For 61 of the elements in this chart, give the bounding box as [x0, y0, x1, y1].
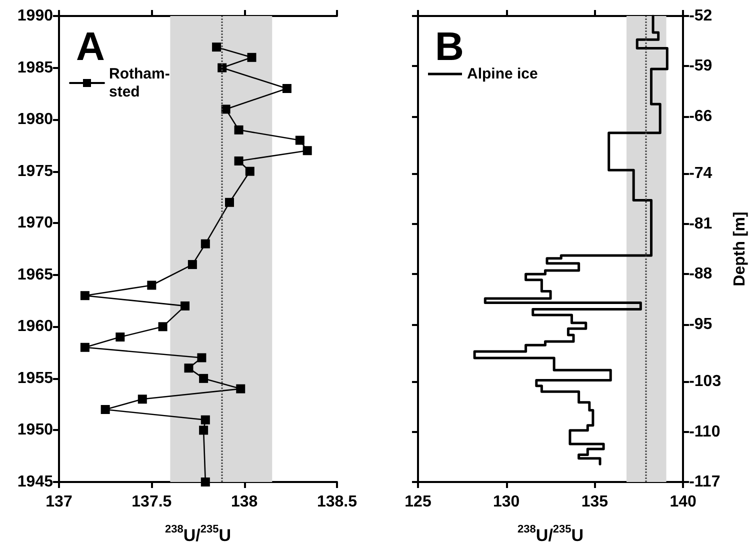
y-tick-label: 1970: [17, 214, 54, 232]
y-tick-label: 1990: [17, 8, 54, 24]
point: [200, 239, 210, 248]
y2-tick-label: -81: [689, 215, 712, 232]
y2-axis-title: Depth [m]: [732, 212, 748, 286]
y-tick-label: 1950: [17, 422, 54, 439]
point: [295, 136, 304, 145]
point: [199, 374, 208, 383]
y-tick-label: 1960: [17, 318, 54, 336]
x-tick-label: 137: [46, 494, 72, 510]
point: [234, 125, 244, 134]
x-tick-label: 125: [404, 494, 432, 510]
y2-tick-label: -59: [689, 58, 712, 75]
point: [184, 364, 194, 373]
point: [234, 156, 244, 166]
point: [221, 104, 230, 114]
y2-tick-label: -103: [689, 373, 722, 390]
point: [80, 291, 90, 300]
y-tick-label: 1955: [17, 370, 54, 387]
y2-tick-label: -52: [689, 8, 712, 24]
point: [147, 280, 156, 290]
point: [200, 415, 210, 424]
point: [212, 42, 222, 52]
point: [247, 52, 256, 62]
x-tick-label: 137.5: [132, 494, 172, 510]
point: [180, 301, 190, 310]
point: [197, 353, 206, 362]
y2-tick-label: -95: [689, 316, 712, 333]
point: [225, 198, 234, 207]
point: [100, 405, 110, 414]
point: [282, 84, 292, 93]
y-tick-label: 1965: [17, 266, 54, 284]
chart-title: A: [76, 25, 105, 69]
y-tick-label: 1985: [17, 59, 54, 76]
y-tick-label: 1975: [17, 162, 54, 180]
point: [245, 166, 254, 176]
y2-tick-label: -66: [689, 108, 712, 125]
point: [138, 394, 147, 404]
x-tick-label: 135: [581, 494, 608, 510]
y2-tick-label: -88: [689, 266, 712, 283]
point: [236, 384, 246, 394]
point: [199, 426, 208, 435]
y2-tick-label: -117: [689, 474, 720, 490]
point: [200, 478, 210, 486]
y2-tick-label: -74: [689, 165, 712, 182]
point: [80, 342, 90, 352]
point: [158, 322, 168, 332]
x-tick-label: 130: [493, 494, 520, 510]
y-tick-label: 1980: [17, 111, 54, 128]
y2-tick-label: -110: [689, 423, 720, 440]
point: [218, 63, 227, 72]
legend-label: Rotham- sted: [109, 66, 170, 100]
point: [302, 146, 312, 156]
x-tick-label: 140: [670, 494, 697, 510]
x-tick-label: 138.5: [316, 494, 358, 510]
legend-label: Alpine ice: [467, 66, 538, 82]
x-tick-label: 138: [230, 494, 258, 510]
y-tick-label: 1945: [17, 474, 54, 490]
chart-title: B: [435, 25, 464, 69]
point: [188, 260, 197, 270]
point: [116, 332, 125, 342]
